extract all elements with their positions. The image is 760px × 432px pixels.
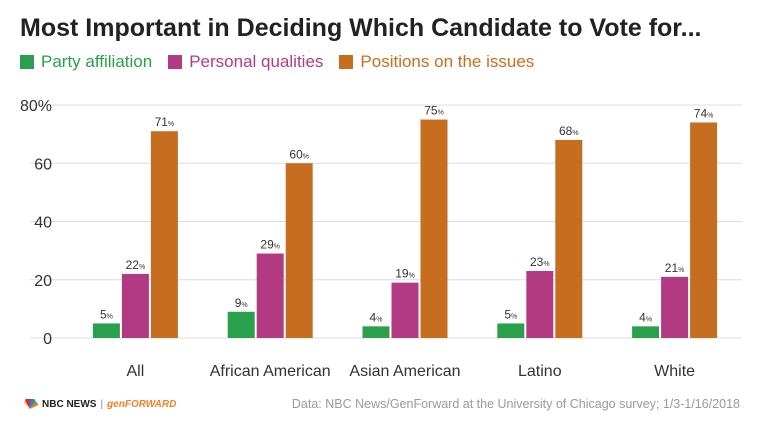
bar-personal: [121, 273, 149, 338]
bar-personal: [256, 253, 284, 338]
legend-label-personal: Personal qualities: [189, 52, 324, 71]
bar-personal: [661, 276, 689, 338]
x-tick-label: All: [127, 363, 145, 380]
data-label: 5%: [100, 307, 113, 321]
data-label: 71%: [155, 115, 175, 129]
legend-swatch-personal: [168, 55, 183, 69]
bar-party: [92, 323, 120, 338]
legend-item-party: Party affiliation: [20, 52, 152, 72]
legend: Party affiliation Personal qualities Pos…: [20, 52, 534, 72]
data-label: 22%: [126, 258, 146, 272]
source-note: Data: NBC News/GenForward at the Univers…: [291, 397, 740, 411]
peacock-icon: [24, 399, 38, 409]
legend-label-positions: Positions on the issues: [360, 52, 535, 71]
data-label: 29%: [260, 238, 280, 252]
x-tick-label: White: [654, 363, 695, 380]
bar-positions: [690, 122, 718, 338]
bar-party: [362, 326, 390, 338]
legend-swatch-party: [20, 55, 34, 69]
y-tick-label: 0: [43, 331, 52, 348]
bar-personal: [391, 282, 419, 338]
genforward-text: genFORWARD: [107, 399, 177, 410]
y-tick-label: 20: [34, 273, 52, 290]
bar-chart: 0 20 40 60 80% 5% 22% 71% All 9% 29% 60% African Ame…: [20, 98, 742, 380]
bar-party: [227, 311, 255, 338]
data-label: 21%: [665, 261, 685, 275]
y-tick-label: 40: [34, 215, 52, 232]
bar-positions: [420, 119, 448, 338]
data-label: 23%: [530, 255, 550, 269]
legend-label-party: Party affiliation: [41, 52, 153, 71]
x-tick-label: Asian American: [349, 363, 460, 380]
legend-item-personal: Personal qualities: [168, 52, 323, 72]
bar-party: [497, 323, 525, 338]
data-label: 4%: [370, 310, 383, 324]
data-label: 9%: [235, 296, 248, 310]
legend-swatch-positions: [339, 55, 354, 69]
data-label: 74%: [694, 106, 714, 120]
bar-positions: [150, 131, 178, 338]
x-tick-label: Latino: [518, 363, 562, 380]
nbc-news-text: NBC NEWS: [42, 399, 97, 410]
y-tick-label: 80%: [20, 98, 52, 115]
bar-personal: [526, 271, 554, 338]
bar-positions: [285, 163, 313, 338]
legend-item-positions: Positions on the issues: [339, 52, 534, 72]
y-tick-label: 60: [34, 156, 52, 173]
data-label: 75%: [424, 104, 444, 118]
bar-party: [632, 326, 660, 338]
data-label: 60%: [289, 147, 309, 161]
data-label: 5%: [504, 307, 517, 321]
nbc-genforward-logo: NBC NEWS | genFORWARD: [22, 399, 176, 410]
data-label: 4%: [639, 310, 652, 324]
data-label: 19%: [395, 267, 415, 281]
chart-title: Most Important in Deciding Which Candida…: [20, 14, 702, 42]
logo-separator: |: [100, 399, 104, 410]
bar-positions: [555, 139, 583, 338]
x-tick-label: African American: [210, 363, 331, 380]
data-label: 68%: [559, 124, 579, 138]
